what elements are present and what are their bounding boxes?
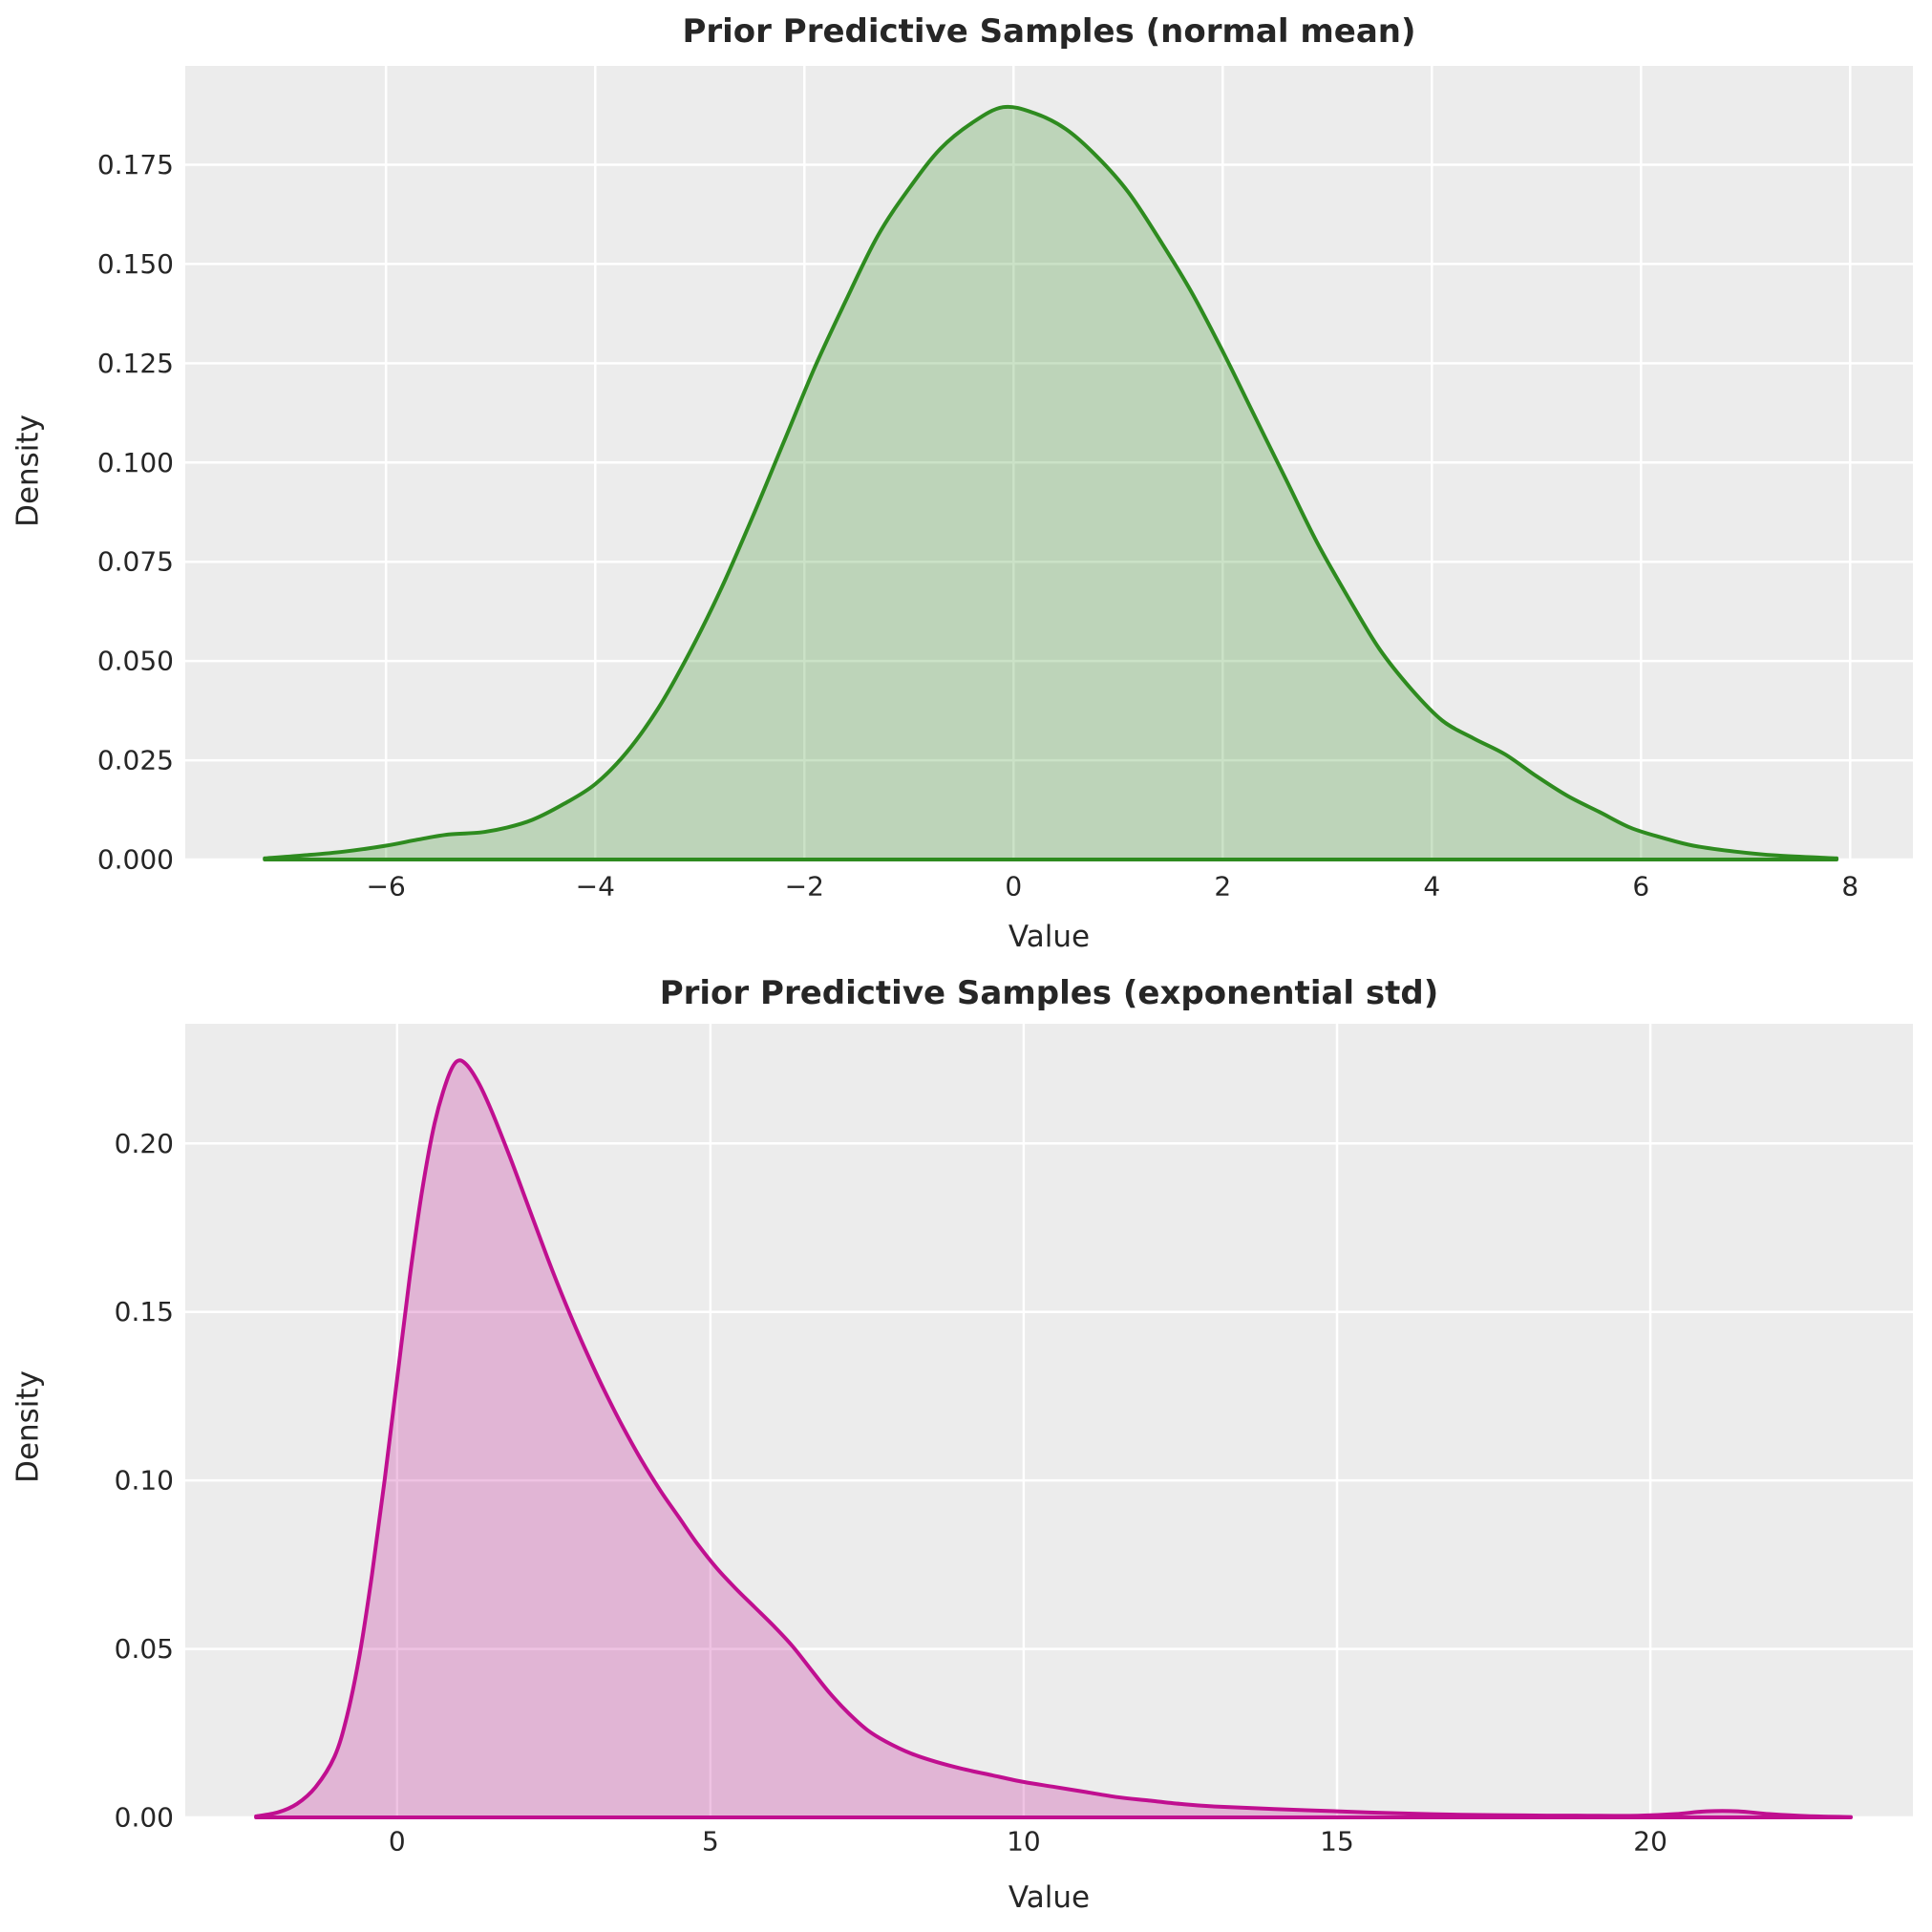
kde-line [263, 104, 1839, 861]
y-tick-label: 0.050 [97, 646, 174, 677]
chart1-y-axis-label: Density [11, 414, 46, 527]
x-tick-label: 15 [1320, 1826, 1354, 1858]
y-tick-labels: 0.00 0.05 0.10 0.15 0.20 [115, 1128, 174, 1834]
y-tick-labels: 0.000 0.025 0.050 0.075 0.100 0.125 0.150 0.175 [97, 149, 174, 876]
x-tick-label: 20 [1633, 1826, 1667, 1858]
x-tick-labels: −6 −4 −2 0 2 4 6 8 [367, 871, 1859, 902]
kde-fill [265, 106, 1837, 860]
kde-fill [256, 1060, 1852, 1817]
y-tick-label: 0.025 [97, 745, 174, 776]
chart2-y-axis-label: Density [11, 1370, 46, 1483]
chart2-title: Prior Predictive Samples (exponential st… [659, 974, 1439, 1012]
chart1-x-axis-label: Value [1008, 920, 1091, 954]
y-tick-label: 0.15 [115, 1296, 174, 1327]
x-tick-label: 6 [1632, 871, 1649, 902]
x-tick-label: 4 [1423, 871, 1440, 902]
y-tick-label: 0.175 [97, 149, 174, 180]
x-tick-label: 8 [1841, 871, 1858, 902]
chart1-title: Prior Predictive Samples (normal mean) [682, 12, 1416, 51]
y-tick-label: 0.100 [97, 447, 174, 478]
y-tick-label: 0.10 [115, 1465, 174, 1497]
chart2-x-axis-label: Value [1008, 1880, 1091, 1915]
x-tick-label: 10 [1007, 1826, 1041, 1858]
chart-2: 0 5 10 15 20 0.00 0.05 0.10 0.15 0.20 [115, 1024, 1913, 1858]
chart-1: −6 −4 −2 0 2 4 6 8 0.000 0.025 0.050 0.075 0.100 0.12… [97, 66, 1913, 902]
x-tick-label: 0 [1005, 871, 1022, 902]
y-tick-label: 0.05 [115, 1633, 174, 1665]
x-tick-labels: 0 5 10 15 20 [389, 1826, 1667, 1858]
y-tick-label: 0.075 [97, 546, 174, 578]
x-tick-label: −2 [785, 871, 824, 902]
plot-background [185, 1024, 1913, 1817]
x-tick-label: −4 [576, 871, 615, 902]
y-tick-label: 0.00 [115, 1802, 174, 1834]
x-tick-label: 0 [389, 1826, 406, 1858]
x-tick-label: −6 [367, 871, 406, 902]
y-tick-label: 0.20 [115, 1128, 174, 1159]
x-tick-label: 2 [1214, 871, 1231, 902]
y-tick-label: 0.125 [97, 348, 174, 379]
kde-line [254, 1058, 1853, 1819]
y-tick-label: 0.000 [97, 844, 174, 876]
x-tick-label: 5 [702, 1826, 719, 1858]
y-tick-label: 0.150 [97, 248, 174, 280]
